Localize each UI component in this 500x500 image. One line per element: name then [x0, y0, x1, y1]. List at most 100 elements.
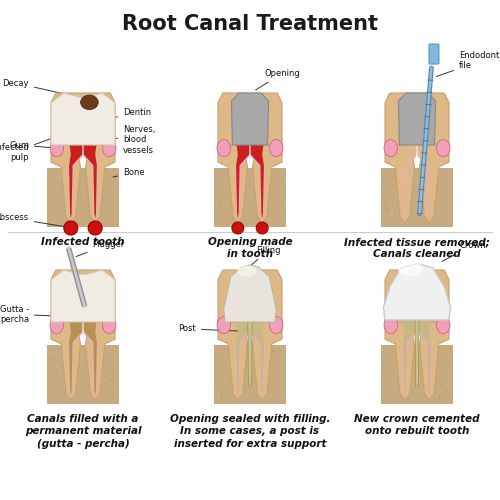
Polygon shape — [398, 93, 436, 145]
FancyBboxPatch shape — [429, 44, 439, 64]
Ellipse shape — [217, 316, 230, 334]
Polygon shape — [84, 320, 115, 400]
Text: Infected tooth: Infected tooth — [41, 237, 125, 247]
Ellipse shape — [270, 316, 283, 334]
Bar — [381, 346, 453, 404]
Ellipse shape — [398, 262, 423, 276]
Ellipse shape — [436, 140, 450, 156]
Polygon shape — [403, 322, 416, 396]
Polygon shape — [385, 320, 416, 400]
Polygon shape — [51, 270, 115, 322]
Bar — [214, 168, 286, 227]
Polygon shape — [218, 320, 248, 400]
Polygon shape — [250, 145, 265, 218]
Polygon shape — [418, 322, 431, 396]
Polygon shape — [252, 320, 282, 400]
Text: Canals filled with a
permanent material
(gutta - percha): Canals filled with a permanent material … — [25, 414, 142, 449]
Text: Filling: Filling — [250, 246, 281, 266]
Polygon shape — [68, 145, 82, 218]
Text: Infected tissue removed;
Canals cleaned: Infected tissue removed; Canals cleaned — [344, 237, 490, 260]
Text: Plugger: Plugger — [76, 240, 125, 256]
Polygon shape — [415, 296, 419, 386]
Text: Bone: Bone — [113, 168, 144, 177]
Ellipse shape — [384, 316, 398, 334]
Polygon shape — [248, 290, 252, 386]
Polygon shape — [84, 322, 98, 396]
Polygon shape — [402, 290, 432, 322]
Polygon shape — [250, 322, 264, 396]
Circle shape — [256, 222, 268, 234]
Polygon shape — [418, 143, 449, 223]
Bar — [47, 168, 119, 227]
Ellipse shape — [50, 316, 64, 334]
Polygon shape — [68, 322, 82, 396]
Ellipse shape — [50, 140, 64, 156]
Polygon shape — [252, 143, 282, 223]
Polygon shape — [236, 290, 264, 322]
Polygon shape — [236, 113, 264, 145]
Polygon shape — [218, 270, 282, 322]
Polygon shape — [385, 270, 449, 322]
Polygon shape — [418, 322, 432, 396]
Text: Decay: Decay — [2, 78, 85, 98]
Text: New crown cemented
onto rebuilt tooth: New crown cemented onto rebuilt tooth — [354, 414, 480, 436]
Bar — [381, 168, 453, 227]
Polygon shape — [236, 322, 250, 396]
Polygon shape — [402, 145, 416, 218]
Text: Gum: Gum — [9, 140, 54, 149]
Bar — [47, 346, 119, 404]
Polygon shape — [418, 320, 449, 400]
Polygon shape — [68, 290, 98, 322]
Ellipse shape — [237, 266, 256, 277]
Ellipse shape — [384, 140, 398, 156]
Polygon shape — [51, 320, 82, 400]
Polygon shape — [218, 143, 248, 223]
Circle shape — [64, 221, 78, 235]
Polygon shape — [84, 145, 98, 218]
Text: Post: Post — [178, 324, 244, 334]
Polygon shape — [384, 264, 450, 320]
Polygon shape — [84, 145, 97, 218]
Polygon shape — [236, 145, 250, 218]
Ellipse shape — [80, 95, 98, 110]
Text: Opening made
in tooth: Opening made in tooth — [208, 237, 292, 260]
Polygon shape — [69, 145, 82, 218]
Text: Opening: Opening — [256, 69, 300, 90]
Circle shape — [88, 221, 102, 235]
Circle shape — [232, 222, 244, 234]
Ellipse shape — [270, 140, 283, 156]
Text: Abscess: Abscess — [0, 214, 70, 228]
Polygon shape — [235, 322, 250, 396]
Polygon shape — [51, 143, 82, 223]
Polygon shape — [224, 265, 276, 322]
Ellipse shape — [436, 316, 450, 334]
Polygon shape — [418, 145, 432, 218]
Polygon shape — [69, 322, 82, 396]
Polygon shape — [68, 113, 98, 145]
Polygon shape — [51, 93, 115, 145]
Text: Crown: Crown — [442, 241, 486, 262]
Text: Root Canal Treatment: Root Canal Treatment — [122, 14, 378, 34]
Ellipse shape — [102, 140, 116, 156]
Text: Nerves,
blood
vessels: Nerves, blood vessels — [100, 125, 156, 154]
Polygon shape — [250, 322, 265, 396]
Polygon shape — [51, 93, 115, 145]
Polygon shape — [218, 93, 282, 145]
Polygon shape — [418, 145, 431, 218]
Ellipse shape — [102, 316, 116, 334]
Polygon shape — [403, 145, 416, 218]
Polygon shape — [385, 93, 449, 145]
Polygon shape — [235, 145, 250, 218]
Polygon shape — [385, 143, 416, 223]
Ellipse shape — [217, 140, 230, 156]
Polygon shape — [51, 270, 115, 322]
Polygon shape — [402, 322, 416, 396]
Polygon shape — [250, 145, 264, 218]
Text: Opening sealed with filling.
In some cases, a post is
inserted for extra support: Opening sealed with filling. In some cas… — [170, 414, 330, 449]
Polygon shape — [84, 143, 115, 223]
Text: Endodontic
file: Endodontic file — [436, 50, 500, 76]
Text: Gutta -
percha: Gutta - percha — [0, 304, 72, 324]
Polygon shape — [402, 113, 432, 145]
Polygon shape — [84, 322, 97, 396]
Polygon shape — [232, 93, 268, 145]
